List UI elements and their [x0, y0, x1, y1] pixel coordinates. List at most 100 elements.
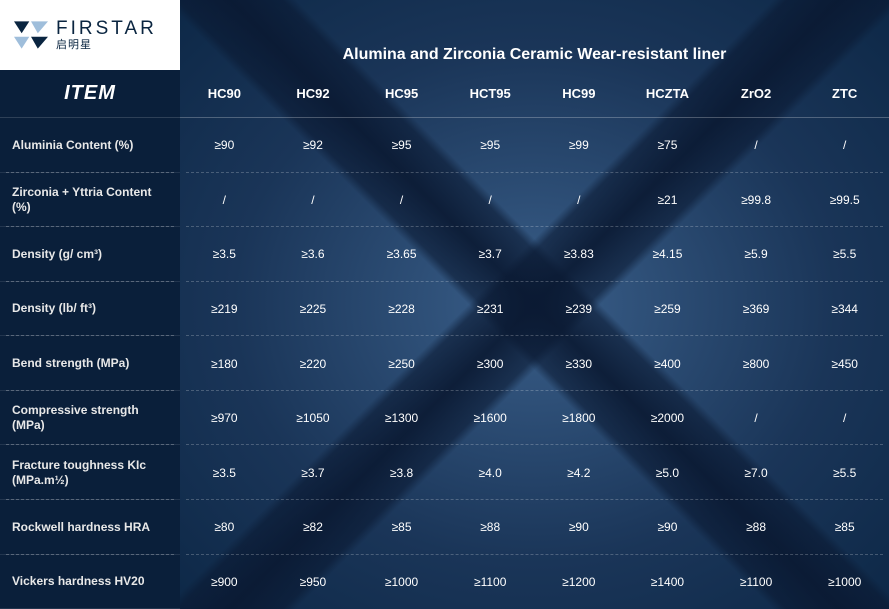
table-cell: ≥228 [357, 282, 446, 337]
table-cell: ≥4.15 [623, 227, 712, 282]
table-cell: ≥970 [180, 391, 269, 446]
top-row: FIRSTAR 启明星 Alumina and Zirconia Ceramic… [0, 0, 889, 70]
table-cell: ≥88 [446, 500, 535, 555]
table-cell: ≥220 [269, 336, 358, 391]
table-cell: ≥231 [446, 282, 535, 337]
table-body: Aluminia Content (%)≥90≥92≥95≥95≥99≥75//… [0, 118, 889, 609]
row-label: Aluminia Content (%) [0, 118, 180, 173]
table-cell: ≥7.0 [712, 445, 801, 500]
row-label: Compressive strength (MPa) [0, 391, 180, 446]
row-values: /////≥21≥99.8≥99.5 [180, 173, 889, 228]
table-cell: ≥21 [623, 173, 712, 228]
table-cell: ≥4.2 [535, 445, 624, 500]
table-cell: ≥92 [269, 118, 358, 173]
table-cell: ≥950 [269, 555, 358, 609]
table-cell: ≥5.0 [623, 445, 712, 500]
table-cell: ≥1600 [446, 391, 535, 446]
firstar-logo-icon [14, 21, 48, 49]
table-cell: ≥1000 [800, 555, 889, 609]
table-cell: / [800, 118, 889, 173]
table-cell: ≥80 [180, 500, 269, 555]
table-cell: ≥1100 [446, 555, 535, 609]
table-cell: ≥3.5 [180, 227, 269, 282]
table-row: Density (lb/ ft³)≥219≥225≥228≥231≥239≥25… [0, 282, 889, 337]
spec-table: FIRSTAR 启明星 Alumina and Zirconia Ceramic… [0, 0, 889, 609]
table-row: Zirconia + Yttria Content (%)/////≥21≥99… [0, 173, 889, 228]
table-cell: ≥800 [712, 336, 801, 391]
table-cell: ≥85 [800, 500, 889, 555]
table-cell: ≥1100 [712, 555, 801, 609]
row-values: ≥180≥220≥250≥300≥330≥400≥800≥450 [180, 336, 889, 391]
table-cell: ≥3.7 [446, 227, 535, 282]
table-row: Aluminia Content (%)≥90≥92≥95≥95≥99≥75// [0, 118, 889, 173]
table-cell: ≥3.83 [535, 227, 624, 282]
table-row: Fracture toughness KIc (MPa.m½)≥3.5≥3.7≥… [0, 445, 889, 500]
table-cell: ≥90 [180, 118, 269, 173]
table-cell: ≥900 [180, 555, 269, 609]
row-values: ≥3.5≥3.7≥3.8≥4.0≥4.2≥5.0≥7.0≥5.5 [180, 445, 889, 500]
row-values: ≥219≥225≥228≥231≥239≥259≥369≥344 [180, 282, 889, 337]
column-header: ZTC [800, 70, 889, 117]
table-cell: ≥88 [712, 500, 801, 555]
table-cell: ≥330 [535, 336, 624, 391]
brand-name: FIRSTAR [56, 19, 157, 38]
table-cell: / [535, 173, 624, 228]
table-cell: ≥5.5 [800, 445, 889, 500]
table-cell: ≥1400 [623, 555, 712, 609]
table-cell: / [357, 173, 446, 228]
row-values: ≥80≥82≥85≥88≥90≥90≥88≥85 [180, 500, 889, 555]
table-cell: ≥3.5 [180, 445, 269, 500]
table-cell: ≥4.0 [446, 445, 535, 500]
table-cell: ≥1800 [535, 391, 624, 446]
title-cell: Alumina and Zirconia Ceramic Wear-resist… [180, 0, 889, 70]
table-cell: ≥250 [357, 336, 446, 391]
item-header: ITEM [0, 70, 180, 118]
table-cell: ≥3.8 [357, 445, 446, 500]
header-row: ITEM HC90HC92HC95HCT95HC99HCZTAZrO2ZTC [0, 70, 889, 118]
table-cell: ≥1200 [535, 555, 624, 609]
table-cell: ≥2000 [623, 391, 712, 446]
column-header: HC95 [357, 70, 446, 117]
row-label: Zirconia + Yttria Content (%) [0, 173, 180, 228]
column-header: HC92 [269, 70, 358, 117]
table-cell: ≥85 [357, 500, 446, 555]
table-cell: / [446, 173, 535, 228]
table-cell: ≥82 [269, 500, 358, 555]
table-row: Density (g/ cm³)≥3.5≥3.6≥3.65≥3.7≥3.83≥4… [0, 227, 889, 282]
table-cell: ≥1300 [357, 391, 446, 446]
column-header: HCZTA [623, 70, 712, 117]
table-cell: / [269, 173, 358, 228]
column-header: HCT95 [446, 70, 535, 117]
table-cell: ≥239 [535, 282, 624, 337]
table-cell: ≥95 [357, 118, 446, 173]
table-cell: ≥400 [623, 336, 712, 391]
table-cell: ≥90 [623, 500, 712, 555]
row-label: Vickers hardness HV20 [0, 555, 180, 609]
row-values: ≥90≥92≥95≥95≥99≥75// [180, 118, 889, 173]
table-cell: ≥450 [800, 336, 889, 391]
brand-subtitle: 启明星 [56, 40, 157, 51]
table-cell: ≥3.65 [357, 227, 446, 282]
table-cell: ≥369 [712, 282, 801, 337]
row-label: Rockwell hardness HRA [0, 500, 180, 555]
table-cell: ≥1000 [357, 555, 446, 609]
table-cell: / [180, 173, 269, 228]
table-row: Bend strength (MPa)≥180≥220≥250≥300≥330≥… [0, 336, 889, 391]
table-cell: / [800, 391, 889, 446]
table-cell: ≥99 [535, 118, 624, 173]
table-cell: / [712, 391, 801, 446]
table-title: Alumina and Zirconia Ceramic Wear-resist… [343, 46, 727, 64]
table-row: Compressive strength (MPa)≥970≥1050≥1300… [0, 391, 889, 446]
row-label: Density (lb/ ft³) [0, 282, 180, 337]
table-cell: ≥5.9 [712, 227, 801, 282]
column-header: HC90 [180, 70, 269, 117]
table-cell: ≥99.5 [800, 173, 889, 228]
brand-logo: FIRSTAR 启明星 [0, 0, 180, 70]
row-label: Fracture toughness KIc (MPa.m½) [0, 445, 180, 500]
table-cell: ≥75 [623, 118, 712, 173]
table-row: Rockwell hardness HRA≥80≥82≥85≥88≥90≥90≥… [0, 500, 889, 555]
table-row: Vickers hardness HV20≥900≥950≥1000≥1100≥… [0, 555, 889, 609]
table-cell: ≥99.8 [712, 173, 801, 228]
table-cell: ≥259 [623, 282, 712, 337]
table-cell: ≥95 [446, 118, 535, 173]
